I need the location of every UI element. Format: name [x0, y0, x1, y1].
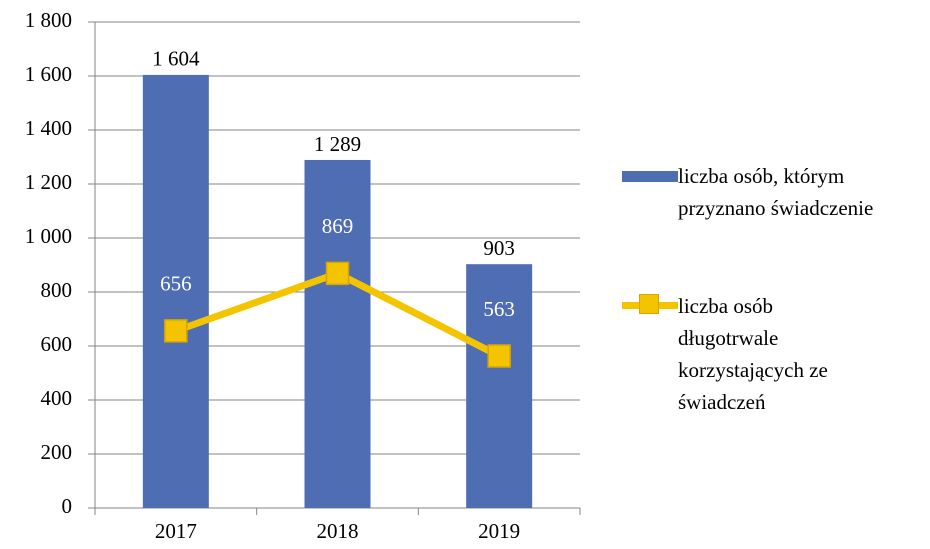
line-marker	[164, 319, 188, 343]
y-tick-label: 1 400	[25, 116, 72, 140]
legend-swatch	[622, 171, 678, 182]
legend-item: liczba osób długotrwale korzystających z…	[622, 290, 878, 418]
x-tick-label: 2018	[317, 519, 359, 543]
y-tick-label: 1 800	[25, 8, 72, 32]
line-value-label: 656	[160, 272, 192, 296]
bar	[142, 74, 209, 509]
legend-label: liczba osób długotrwale korzystających z…	[678, 294, 828, 414]
line-marker	[487, 344, 511, 368]
line-value-label: 869	[322, 214, 354, 238]
y-tick-label: 200	[41, 440, 73, 464]
y-tick-label: 400	[41, 386, 73, 410]
bar-value-label: 1 289	[314, 132, 361, 156]
bar	[466, 264, 533, 508]
y-tick-label: 1 000	[25, 224, 72, 248]
y-tick-label: 600	[41, 332, 73, 356]
x-tick-label: 2017	[155, 519, 197, 543]
y-tick-label: 0	[62, 494, 73, 518]
line-marker	[325, 261, 350, 286]
y-tick-label: 800	[41, 278, 73, 302]
legend-label: liczba osób, którym przyznano świadczeni…	[678, 164, 874, 220]
bar-value-label: 1 604	[152, 47, 200, 71]
bar-value-label: 903	[483, 236, 515, 260]
x-tick-label: 2019	[478, 519, 520, 543]
line-value-label: 563	[483, 297, 515, 321]
legend-swatch	[622, 294, 678, 314]
y-tick-label: 1 600	[25, 62, 72, 86]
bar	[304, 159, 371, 508]
y-tick-label: 1 200	[25, 170, 72, 194]
legend-marker	[639, 294, 659, 314]
legend-item: liczba osób, którym przyznano świadczeni…	[622, 160, 928, 224]
